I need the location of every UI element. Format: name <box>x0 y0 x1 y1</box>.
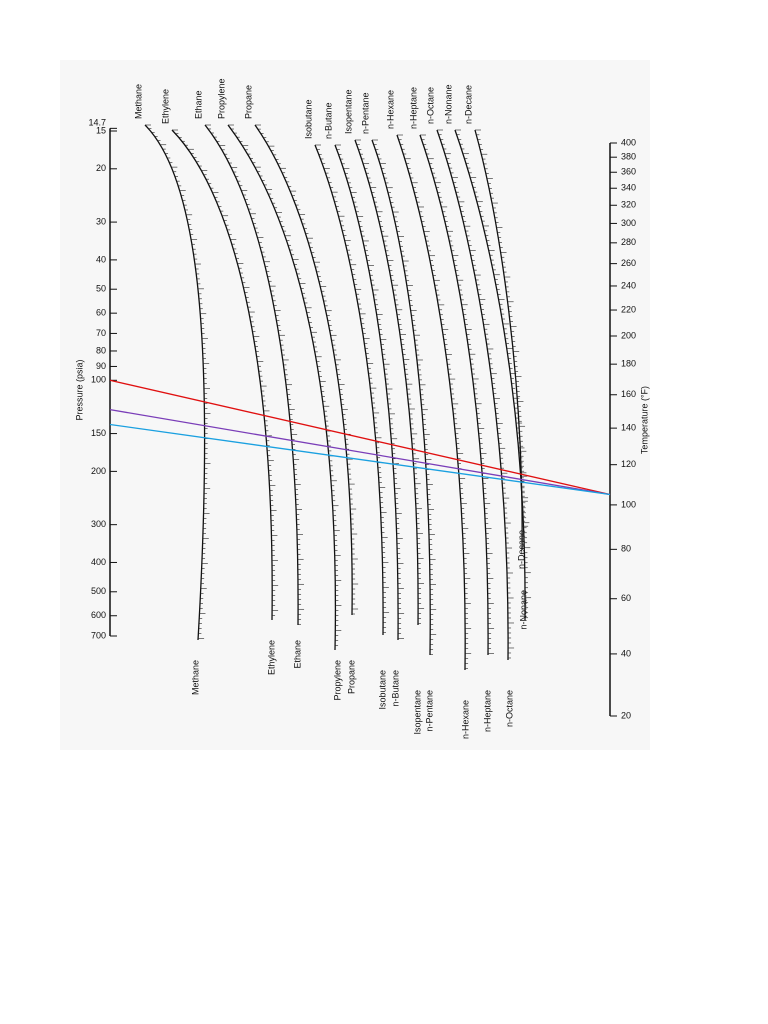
component-scale <box>254 124 353 616</box>
pressure-tick-label: 600 <box>91 610 106 620</box>
component-scale <box>144 124 206 641</box>
temperature-tick-label: 80 <box>621 544 631 554</box>
component-label-bottom: n-Butane <box>390 670 400 707</box>
component-label-bottom: n-Nonane <box>518 590 528 630</box>
component-label-top: n-Pentane <box>360 92 370 134</box>
pressure-tick-label: 15 <box>96 125 106 135</box>
temperature-tick-label: 340 <box>621 183 636 193</box>
temperature-tick-label: 280 <box>621 237 636 247</box>
pressure-tick-label: 30 <box>96 216 106 226</box>
temperature-tick-label: 260 <box>621 258 636 268</box>
construction-line <box>109 379 611 496</box>
temperature-tick-label: 100 <box>621 499 636 509</box>
component-scale <box>204 124 299 626</box>
pressure-tick-label: 60 <box>96 308 106 318</box>
component-label-top: n-Heptane <box>408 87 418 129</box>
pressure-tick-label: 150 <box>91 428 106 438</box>
temperature-tick-label: 60 <box>621 593 631 603</box>
pressure-tick-label: 100 <box>91 375 106 385</box>
component-label-bottom: n-Octane <box>504 690 514 727</box>
component-label-top: n-Decane <box>463 85 473 124</box>
temperature-tick-label: 360 <box>621 167 636 177</box>
temperature-tick-label: 120 <box>621 459 636 469</box>
component-scale <box>419 134 489 656</box>
pressure-tick-label: 90 <box>96 361 106 371</box>
component-label-bottom: Ethylene <box>266 640 276 675</box>
component-label-top: Isopentane <box>343 89 353 134</box>
pressure-tick-label: 400 <box>91 557 106 567</box>
pressure-tick-label: 200 <box>91 466 106 476</box>
pressure-title: Pressure (psia) <box>74 359 84 420</box>
temperature-tick-label: 40 <box>621 648 631 658</box>
component-label-top: Propane <box>243 85 253 119</box>
component-label-bottom: n-Decane <box>516 530 526 569</box>
pressure-tick-label: 20 <box>96 163 106 173</box>
temperature-tick-label: 400 <box>621 137 636 147</box>
construction-line <box>109 423 611 496</box>
component-label-bottom: Propane <box>346 660 356 694</box>
component-scale <box>171 129 273 621</box>
component-scale <box>396 134 466 671</box>
pressure-tick-label: 40 <box>96 254 106 264</box>
temperature-tick-label: 20 <box>621 710 631 720</box>
temperature-tick-label: 220 <box>621 304 636 314</box>
component-label-bottom: Methane <box>190 660 200 695</box>
temperature-tick-label: 320 <box>621 200 636 210</box>
component-scale <box>227 124 337 651</box>
component-label-bottom: Isobutane <box>377 670 387 710</box>
component-label-top: Ethylene <box>160 89 170 124</box>
component-label-top: n-Nonane <box>443 84 453 124</box>
temperature-tick-label: 160 <box>621 389 636 399</box>
component-label-top: Propylene <box>216 78 226 119</box>
pressure-tick-label: 300 <box>91 519 106 529</box>
pressure-tick-label: 80 <box>96 345 106 355</box>
component-label-top: Methane <box>133 84 143 119</box>
component-label-bottom: n-Pentane <box>424 690 434 732</box>
component-label-top: Ethane <box>193 90 203 119</box>
pressure-tick-label: 70 <box>96 328 106 338</box>
temperature-tick-label: 300 <box>621 218 636 228</box>
component-label-bottom: n-Heptane <box>482 690 492 732</box>
component-label-top: Isobutane <box>303 99 313 139</box>
component-scale <box>371 139 431 656</box>
temperature-tick-label: 200 <box>621 330 636 340</box>
component-scale <box>314 144 384 636</box>
component-scale <box>454 129 526 621</box>
pressure-tick-label: 500 <box>91 586 106 596</box>
component-label-bottom: n-Hexane <box>460 700 470 739</box>
component-scale <box>354 139 419 626</box>
pressure-tick-label: 50 <box>96 284 106 294</box>
component-label-top: n-Octane <box>425 87 435 124</box>
scan-background <box>60 60 650 750</box>
construction-line <box>109 408 611 496</box>
temperature-tick-label: 240 <box>621 280 636 290</box>
temperature-tick-label: 180 <box>621 359 636 369</box>
temperature-tick-label: 140 <box>621 423 636 433</box>
temperature-tick-label: 380 <box>621 152 636 162</box>
temperature-title: Temperature (°F) <box>639 386 649 454</box>
component-scale <box>436 129 509 661</box>
component-scale <box>334 144 399 641</box>
component-label-top: n-Hexane <box>385 90 395 129</box>
component-label-bottom: Propylene <box>332 660 342 701</box>
component-label-bottom: Isopentane <box>412 690 422 735</box>
component-label-top: n-Butane <box>323 102 333 139</box>
component-label-bottom: Ethane <box>292 640 302 669</box>
pressure-tick-label: 14.7 <box>88 118 106 128</box>
pressure-tick-label: 700 <box>91 630 106 640</box>
